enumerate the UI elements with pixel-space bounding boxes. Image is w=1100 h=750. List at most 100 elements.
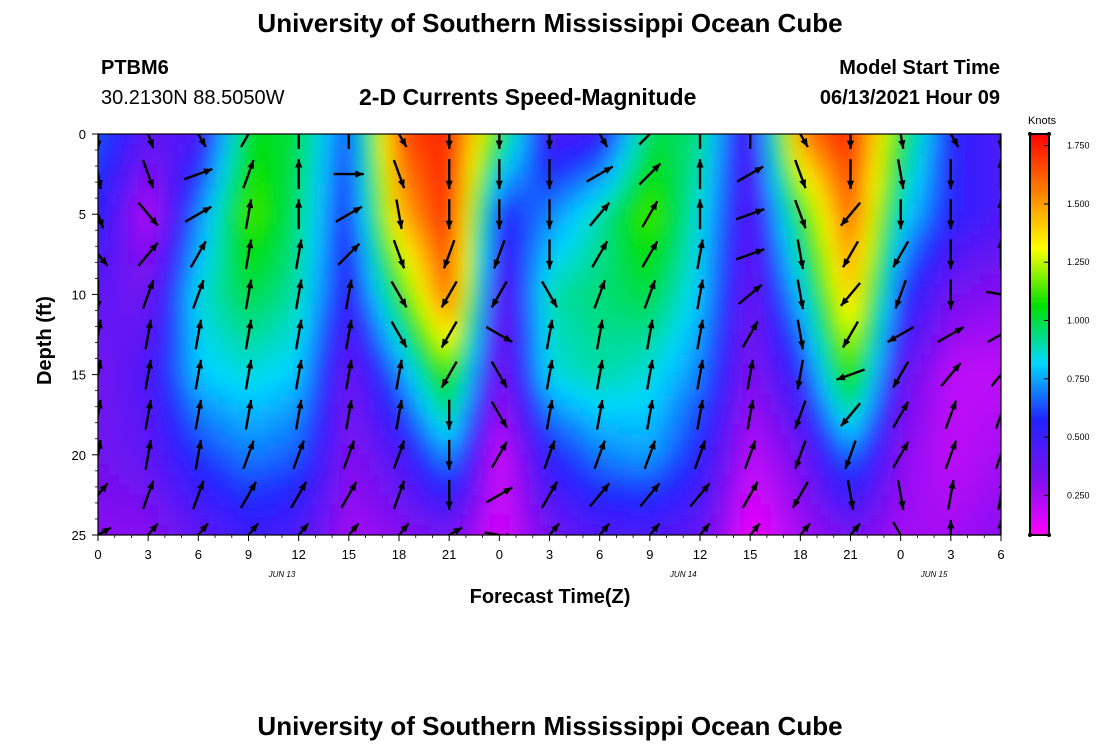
heat-cell — [710, 484, 721, 496]
heat-cell — [459, 294, 470, 306]
heat-cell — [780, 454, 791, 466]
heat-cell — [519, 364, 531, 376]
heat-cell — [238, 474, 250, 486]
heat-cell — [619, 134, 631, 135]
heat-cell — [740, 154, 751, 165]
heat-cell — [459, 394, 470, 406]
heat-cell — [449, 474, 460, 486]
heat-cell — [990, 174, 1001, 185]
heat-cell — [308, 314, 320, 326]
heat-cell — [810, 134, 821, 145]
heat-cell — [288, 154, 300, 165]
heat-cell — [920, 374, 932, 386]
heat-cell — [940, 144, 952, 155]
heat-cell — [639, 374, 651, 386]
heat-cell — [659, 264, 671, 275]
heat-cell — [649, 154, 661, 165]
heat-cell — [980, 454, 992, 466]
heat-cell — [910, 304, 922, 316]
heat-cell — [509, 164, 520, 175]
heat-cell — [659, 524, 671, 535]
heat-cell — [920, 384, 932, 396]
colorbar-tick-label: 1.750 — [1067, 141, 1090, 151]
heat-cell — [1011, 114, 1022, 125]
heat-cell — [830, 144, 842, 155]
heat-cell — [880, 254, 892, 265]
heat-cell — [669, 404, 681, 416]
current-vector-head — [246, 399, 254, 409]
heat-cell — [1011, 314, 1022, 325]
heat-cell — [930, 364, 942, 376]
current-vector-head — [298, 481, 307, 491]
heat-cell — [669, 134, 681, 145]
heat-cell — [1011, 304, 1022, 315]
heat-cell — [238, 194, 250, 205]
heat-cell — [740, 514, 751, 526]
heat-cell — [910, 274, 922, 285]
heat-cell — [710, 224, 721, 235]
heat-cell — [800, 334, 811, 346]
heat-cell — [118, 484, 129, 496]
heat-cell — [439, 134, 450, 135]
heat-cell — [98, 244, 99, 255]
heat-cell — [950, 304, 962, 316]
heat-cell — [850, 154, 862, 165]
heat-cell — [439, 464, 450, 476]
heat-cell — [469, 134, 480, 145]
heat-cell — [298, 234, 310, 245]
heat-cell — [760, 394, 771, 406]
heat-cell — [298, 344, 310, 356]
heat-cell — [1011, 144, 1022, 155]
heat-cell — [358, 164, 370, 175]
heat-cell — [118, 535, 129, 546]
heat-cell — [599, 294, 611, 306]
current-vector-head — [198, 241, 206, 251]
heat-cell — [479, 484, 490, 496]
heat-cell — [760, 214, 771, 225]
heat-cell — [910, 234, 922, 245]
heat-cell — [98, 244, 109, 255]
heat-cell — [368, 184, 380, 195]
heat-cell — [780, 254, 791, 265]
heat-cell — [279, 114, 290, 125]
heat-cell — [238, 134, 250, 135]
heat-cell — [198, 454, 209, 466]
heat-cell — [248, 394, 260, 406]
heat-cell — [108, 304, 119, 316]
heat-cell — [519, 514, 531, 526]
heat-cell — [128, 204, 139, 215]
heat-cell — [1001, 495, 1012, 506]
heat-cell — [820, 404, 832, 416]
heat-cell — [318, 214, 330, 225]
current-vector-head — [346, 279, 354, 289]
heat-cell — [1011, 124, 1022, 135]
heat-cell — [960, 134, 972, 145]
heat-cell — [529, 184, 541, 195]
heat-cell — [348, 514, 360, 526]
heat-cell — [278, 444, 290, 456]
heat-cell — [388, 154, 400, 165]
heat-cell — [980, 154, 992, 165]
heat-cell — [98, 494, 99, 506]
heat-cell — [700, 154, 711, 165]
heat-cell — [750, 354, 761, 366]
heat-cell — [509, 434, 520, 446]
heat-cell — [419, 504, 430, 516]
heat-cell — [348, 294, 360, 306]
heat-cell — [790, 294, 801, 306]
heat-cell — [669, 204, 681, 215]
heat-cell — [940, 414, 952, 426]
heat-cell — [519, 294, 531, 306]
heat-cell — [208, 424, 219, 436]
heat-cell — [78, 144, 89, 155]
heat-cell — [378, 514, 390, 526]
heat-cell — [710, 194, 721, 205]
heat-cell — [268, 414, 280, 426]
heat-cell — [659, 214, 671, 225]
heat-cell — [700, 274, 711, 285]
heat-cell — [469, 224, 480, 235]
heat-cell — [128, 414, 139, 426]
heat-cell — [388, 324, 400, 336]
heat-cell — [168, 184, 179, 195]
heat-cell — [940, 464, 952, 476]
